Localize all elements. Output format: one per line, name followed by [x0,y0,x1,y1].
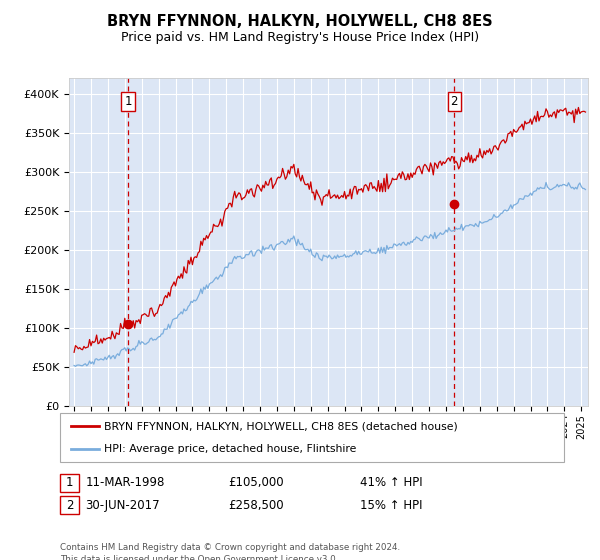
Text: BRYN FFYNNON, HALKYN, HOLYWELL, CH8 8ES (detached house): BRYN FFYNNON, HALKYN, HOLYWELL, CH8 8ES … [104,421,458,431]
Text: 1: 1 [66,476,73,489]
Text: £105,000: £105,000 [228,476,284,489]
Text: BRYN FFYNNON, HALKYN, HOLYWELL, CH8 8ES: BRYN FFYNNON, HALKYN, HOLYWELL, CH8 8ES [107,14,493,29]
Text: 2: 2 [66,498,73,512]
Text: 41% ↑ HPI: 41% ↑ HPI [360,476,422,489]
Text: 30-JUN-2017: 30-JUN-2017 [85,498,160,512]
Text: Price paid vs. HM Land Registry's House Price Index (HPI): Price paid vs. HM Land Registry's House … [121,31,479,44]
Text: HPI: Average price, detached house, Flintshire: HPI: Average price, detached house, Flin… [104,444,356,454]
Text: Contains HM Land Registry data © Crown copyright and database right 2024.
This d: Contains HM Land Registry data © Crown c… [60,543,400,560]
Text: 11-MAR-1998: 11-MAR-1998 [85,476,164,489]
Text: 2: 2 [451,95,458,108]
Text: 1: 1 [124,95,132,108]
Text: 15% ↑ HPI: 15% ↑ HPI [360,498,422,512]
Text: £258,500: £258,500 [228,498,284,512]
